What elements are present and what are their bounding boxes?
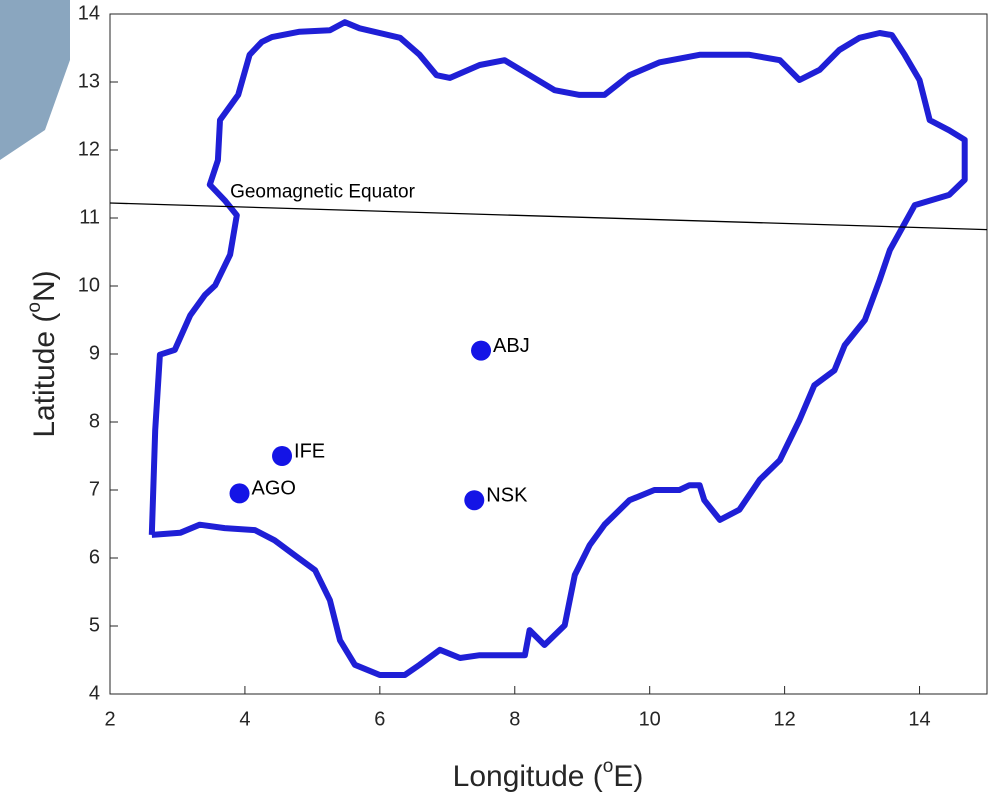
x-label-sup: o [603, 756, 614, 777]
station-point [230, 483, 250, 503]
station-label: IFE [294, 440, 325, 462]
y-label-text: N) [28, 270, 61, 302]
x-axis-label: Longitude (oE) [453, 756, 644, 793]
y-tick-label: 14 [78, 2, 100, 24]
station-point [272, 446, 292, 466]
chart: Longitude (oE) Latitude (oN) 24681012144… [0, 0, 998, 806]
y-tick-label: 6 [89, 546, 100, 568]
y-tick-label: 5 [89, 614, 100, 636]
y-tick-label: 10 [78, 274, 100, 296]
x-tick-label: 6 [374, 708, 385, 730]
x-tick-label: 4 [239, 708, 250, 730]
y-tick-label: 4 [89, 682, 100, 704]
x-tick-label: 2 [104, 708, 115, 730]
y-axis-label: Latitude (oN) [24, 270, 61, 437]
x-tick-label: 12 [773, 708, 795, 730]
plot-frame [110, 14, 987, 694]
y-tick-label: 9 [89, 342, 100, 364]
y-label-text: Latitude ( [28, 313, 61, 438]
x-label-text: Longitude ( [453, 760, 603, 793]
station-label: AGO [252, 478, 296, 500]
station-label: NSK [486, 484, 528, 506]
station-label: ABJ [493, 335, 530, 357]
station-point [464, 490, 484, 510]
x-tick-label: 8 [509, 708, 520, 730]
equator-label: Geomagnetic Equator [230, 181, 416, 202]
y-label-sup: o [24, 302, 45, 313]
photo-fragment [0, 0, 70, 160]
y-tick-label: 12 [78, 138, 100, 160]
y-tick-label: 8 [89, 410, 100, 432]
x-tick-label: 10 [639, 708, 661, 730]
x-tick-label: 14 [908, 708, 930, 730]
page: Longitude (oE) Latitude (oN) 24681012144… [0, 0, 998, 806]
y-tick-label: 13 [78, 70, 100, 92]
station-point [471, 341, 491, 361]
y-tick-label: 11 [79, 206, 100, 228]
y-tick-label: 7 [89, 478, 100, 500]
x-label-text: E) [613, 760, 643, 793]
